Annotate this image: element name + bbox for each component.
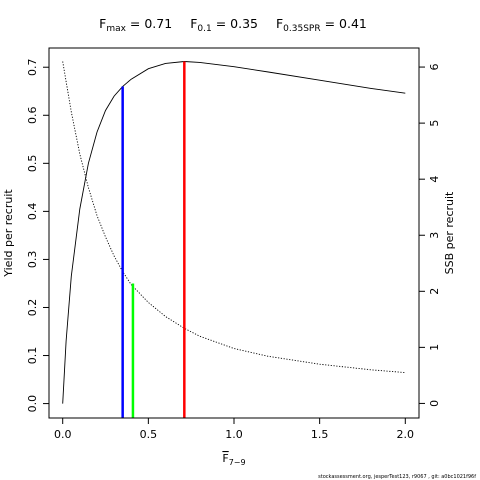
- x-axis-label-sub: 7−9: [229, 458, 246, 467]
- ssb-per-recruit-curve: [62, 61, 406, 374]
- title-fmax-label: F: [99, 16, 106, 31]
- chart-title: Fmax = 0.71 F0.1 = 0.35 F0.35SPR = 0.41: [99, 16, 367, 34]
- x-tick-label: 0.0: [54, 428, 72, 441]
- yield-per-recruit-curve: [62, 61, 406, 404]
- y-left-tick-label: 0.7: [26, 58, 39, 76]
- y-right-tick-label: 1: [428, 344, 441, 351]
- plot-frame: [48, 47, 420, 419]
- y-left-tick-label: 0.6: [26, 107, 39, 125]
- x-axis-label-main: F: [222, 452, 228, 465]
- y-left-tick-label: 0.3: [26, 251, 39, 269]
- x-axis-label: F7−9: [222, 452, 245, 467]
- title-fspr-subscript: 0.35SPR: [283, 24, 320, 34]
- y-left-tick-label: 0.2: [26, 299, 39, 317]
- y-left-tick-label: 0.4: [26, 203, 39, 221]
- y-right-tick-label: 3: [428, 232, 441, 239]
- y-right-tick-label: 2: [428, 288, 441, 295]
- y-right-tick-label: 5: [428, 120, 441, 127]
- y-axis-label-right: SSB per recruit: [443, 191, 456, 274]
- title-f01-label: F: [190, 16, 197, 31]
- y-left-tick-label: 0.1: [26, 347, 39, 365]
- x-tick-label: 1.0: [225, 428, 243, 441]
- y-right-tick-label: 0: [428, 400, 441, 407]
- title-fspr-label: F: [276, 16, 283, 31]
- x-tick-label: 2.0: [397, 428, 415, 441]
- x-tick-label: 1.5: [311, 428, 329, 441]
- y-axis-label-left: Yield per recruit: [2, 189, 15, 278]
- title-f01-subscript: 0.1: [197, 24, 211, 34]
- y-right-tick-label: 6: [428, 64, 441, 71]
- footer-source: stockassessment.org, jesperTest123, r906…: [318, 474, 476, 480]
- axes: 0.0 0.5 1.0 1.5 2.0 0.0 0.1 0.2 0.3 0.4 0.5 0.6 0.7 0…: [26, 58, 441, 441]
- plot-area: [62, 61, 406, 418]
- title-f01-value: = 0.35: [212, 16, 258, 31]
- title-fspr-value: = 0.41: [321, 16, 367, 31]
- title-fmax-value: = 0.71: [126, 16, 172, 31]
- title-fmax-subscript: max: [106, 24, 126, 34]
- y-left-tick-label: 0.5: [26, 155, 39, 173]
- y-right-tick-label: 4: [428, 176, 441, 183]
- x-tick-label: 0.5: [140, 428, 158, 441]
- y-left-tick-label: 0.0: [26, 395, 39, 413]
